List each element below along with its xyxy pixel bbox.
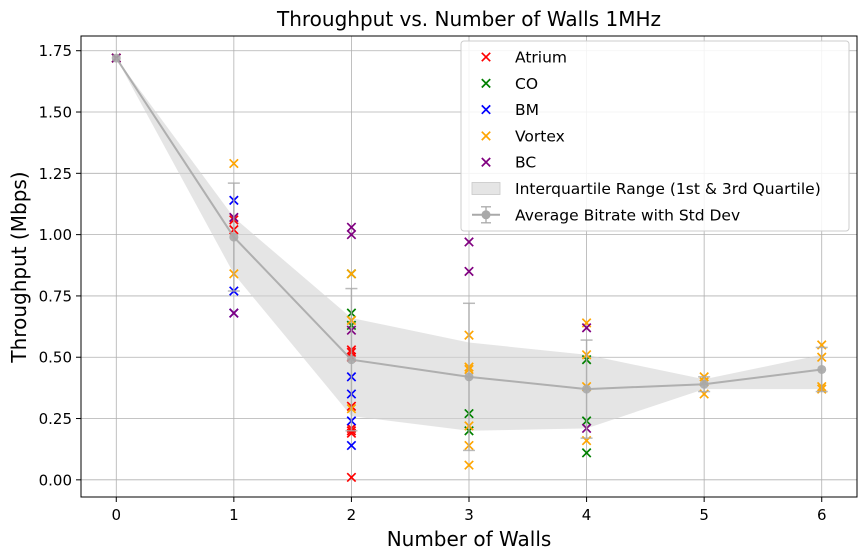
legend-marker-atrium	[481, 52, 491, 62]
legend-average-marker	[481, 210, 491, 220]
legend-marker-vortex	[481, 131, 491, 141]
x-tick-label: 3	[464, 506, 474, 524]
point-co	[581, 448, 592, 458]
y-tick-label: 0.50	[39, 349, 72, 367]
average-point	[699, 379, 709, 389]
y-tick-label: 1.25	[39, 165, 72, 183]
point-bc	[346, 229, 357, 240]
point-bc	[581, 323, 592, 333]
x-tick-label: 6	[817, 506, 827, 524]
y-tick-label: 0.25	[39, 410, 72, 428]
point-vortex	[464, 460, 474, 470]
point-bm	[346, 440, 357, 451]
legend-label-bc: BC	[515, 154, 536, 172]
chart-title: Throughput vs. Number of Walls 1MHz	[276, 7, 661, 31]
x-tick-label: 5	[699, 506, 709, 524]
legend-box	[460, 40, 850, 232]
legend-marker-bm	[481, 104, 491, 115]
y-tick-label: 0.00	[39, 471, 72, 489]
average-point	[111, 53, 121, 63]
y-tick-label: 1.75	[39, 42, 72, 60]
average-point	[229, 232, 239, 242]
iqr-band	[116, 58, 822, 431]
average-point	[346, 355, 356, 365]
legend-iqr-swatch	[471, 182, 501, 195]
point-atrium	[346, 472, 357, 483]
legend-marker-co	[481, 78, 491, 89]
point-vortex	[346, 269, 357, 279]
x-tick-label: 0	[111, 506, 121, 524]
legend-label-atrium: Atrium	[515, 49, 567, 67]
point-vortex	[229, 158, 239, 169]
average-point	[817, 364, 827, 374]
plot-area: 0 1 2 3 4 5 6 0.00 0.25 0.50 0.75 1.00 1.25 1.50 1.75	[39, 35, 858, 524]
legend-label-bm: BM	[515, 101, 539, 119]
legend-label-average: Average Bitrate with Std Dev	[515, 206, 740, 224]
x-tick-label: 1	[229, 506, 239, 524]
legend: Atrium CO BM Vortex BC Interquartile Range (1…	[460, 40, 850, 232]
x-tick-label: 2	[347, 506, 357, 524]
y-tick-label: 1.00	[39, 226, 72, 244]
x-tick-label: 4	[582, 506, 592, 524]
point-bc	[464, 266, 474, 277]
y-axis-title: Throughput (Mbps)	[7, 171, 31, 363]
y-tick-label: 1.50	[39, 104, 72, 122]
legend-label-vortex: Vortex	[515, 127, 565, 145]
point-bc	[229, 308, 239, 318]
legend-label-co: CO	[515, 75, 538, 93]
point-bc	[464, 237, 474, 247]
x-axis-title: Number of Walls	[387, 527, 552, 551]
legend-marker-bc	[481, 157, 491, 168]
average-point	[582, 384, 592, 394]
point-bc	[346, 222, 357, 233]
legend-label-iqr: Interquartile Range (1st & 3rd Quartile)	[515, 180, 821, 198]
average-point	[464, 372, 474, 382]
y-tick-label: 0.75	[39, 287, 72, 305]
